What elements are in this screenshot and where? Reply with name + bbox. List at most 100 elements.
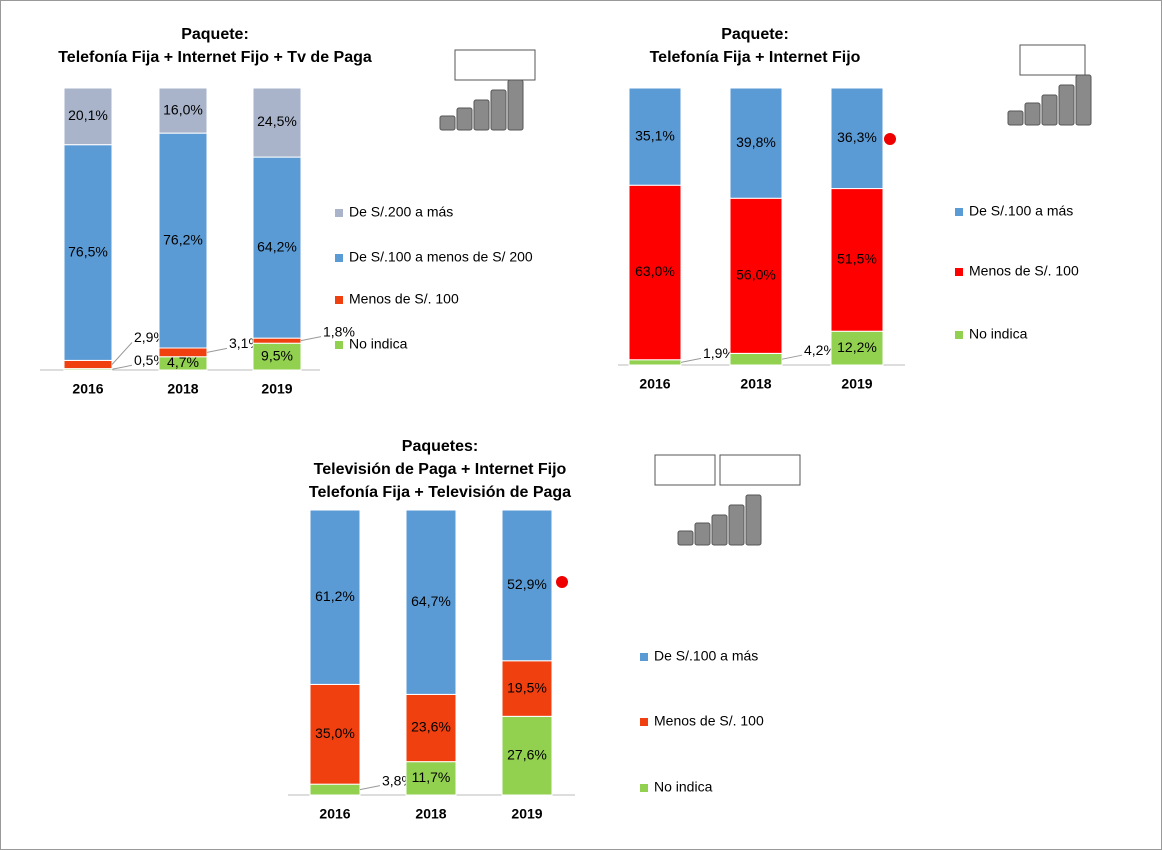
bar-segment — [501, 660, 553, 717]
bar-segment — [830, 330, 884, 366]
data-label: 36,3% — [837, 129, 877, 145]
data-label: 2,9% — [134, 329, 166, 345]
data-label: 64,7% — [411, 593, 451, 609]
legend-swatch — [640, 718, 648, 726]
coin-stack — [473, 99, 490, 131]
bar-segment — [252, 156, 302, 339]
x-tick-label: 2019 — [261, 381, 292, 397]
data-label: 64,2% — [257, 238, 297, 254]
legend-swatch — [335, 341, 343, 349]
gift-box — [719, 454, 801, 486]
legend-label: De S/.100 a más — [969, 203, 1073, 219]
legend-label: De S/.100 a menos de S/ 200 — [349, 249, 533, 265]
x-tick-label: 2016 — [72, 381, 103, 397]
legend-swatch — [335, 209, 343, 217]
data-label: 27,6% — [507, 746, 547, 762]
bar-segment — [63, 144, 113, 361]
coin-stack — [728, 504, 745, 546]
coin-stack — [1058, 84, 1075, 126]
coin-stack — [507, 79, 524, 131]
data-label: 23,6% — [411, 719, 451, 735]
marker-dot — [884, 133, 896, 145]
bar-segment — [729, 197, 783, 354]
gift-box — [454, 49, 536, 81]
legend-swatch — [640, 784, 648, 792]
chart-title: Telefonía Fija + Internet Fijo + Tv de P… — [58, 49, 372, 66]
bar-segment — [830, 188, 884, 332]
x-tick-label: 2019 — [841, 376, 872, 392]
coin-stack — [745, 494, 762, 546]
coin-stack — [1041, 94, 1058, 126]
legend-label: Menos de S/. 100 — [349, 291, 459, 307]
x-tick-label: 2018 — [167, 381, 198, 397]
gift-box — [654, 454, 716, 486]
legend-swatch — [335, 254, 343, 262]
data-label: 35,0% — [315, 725, 355, 741]
leader-line — [111, 364, 133, 370]
legend-swatch — [335, 296, 343, 304]
chart-title: Paquetes: — [402, 438, 478, 455]
chart-title: Televisión de Paga + Internet Fijo — [314, 461, 567, 478]
data-label: 52,9% — [507, 576, 547, 592]
data-label: 12,2% — [837, 339, 877, 355]
bar-segment — [309, 683, 361, 785]
chart-title: Paquete: — [721, 26, 789, 43]
icons — [439, 44, 1092, 546]
data-label: 24,5% — [257, 113, 297, 129]
chart-title: Telefonía Fija + Televisión de Paga — [309, 484, 571, 501]
coin-stack — [490, 89, 507, 131]
bar-segment — [63, 87, 113, 146]
legend-label: Menos de S/. 100 — [969, 263, 1079, 279]
leader-line — [111, 342, 133, 365]
data-label: 19,5% — [507, 679, 547, 695]
legend-label: No indica — [349, 336, 408, 352]
bar-segment — [729, 87, 783, 199]
x-tick-label: 2019 — [511, 806, 542, 822]
data-label: 0,5% — [134, 352, 166, 368]
coin-stack — [711, 514, 728, 546]
data-label: 1,9% — [703, 345, 735, 361]
data-label: 51,5% — [837, 251, 877, 267]
coin-stack — [456, 107, 473, 131]
data-label: 63,0% — [635, 263, 675, 279]
leader-line — [680, 357, 702, 363]
marker-dot — [556, 576, 568, 588]
bar-segment — [405, 693, 457, 763]
leader-line — [206, 347, 228, 353]
bar-segment — [501, 715, 553, 796]
x-tick-label: 2016 — [319, 806, 350, 822]
leader-line — [359, 785, 381, 791]
gift-box — [1019, 44, 1086, 76]
bar-segment — [158, 87, 208, 134]
bar-segment — [252, 342, 302, 371]
coin-stack — [1075, 74, 1092, 126]
data-label: 1,8% — [323, 323, 355, 339]
legend-label: De S/.100 a más — [654, 648, 758, 664]
bar-segment — [830, 87, 884, 190]
chart-title: Paquete: — [181, 26, 249, 43]
bar-segment — [628, 184, 682, 361]
data-label: 16,0% — [163, 101, 203, 117]
coin-stack — [677, 530, 694, 546]
bar-segment — [309, 509, 361, 685]
legend-label: No indica — [654, 779, 713, 795]
bar-segment — [309, 783, 361, 796]
bar-segment — [628, 359, 682, 366]
panel — [30, 20, 585, 400]
data-label: 61,2% — [315, 588, 355, 604]
data-label: 76,5% — [68, 243, 108, 259]
bar-segment — [628, 87, 682, 186]
x-tick-label: 2016 — [639, 376, 670, 392]
coin-stack — [1007, 110, 1024, 126]
bar-segment — [158, 347, 208, 358]
coin-stack — [439, 115, 456, 131]
data-label: 4,2% — [804, 342, 836, 358]
data-label: 39,8% — [736, 134, 776, 150]
legend-swatch — [955, 208, 963, 216]
legend-swatch — [955, 331, 963, 339]
bar-segment — [252, 337, 302, 344]
bar-segment — [501, 509, 553, 662]
bar-segment — [405, 509, 457, 695]
data-label: 20,1% — [68, 107, 108, 123]
coin-stack — [1024, 102, 1041, 126]
